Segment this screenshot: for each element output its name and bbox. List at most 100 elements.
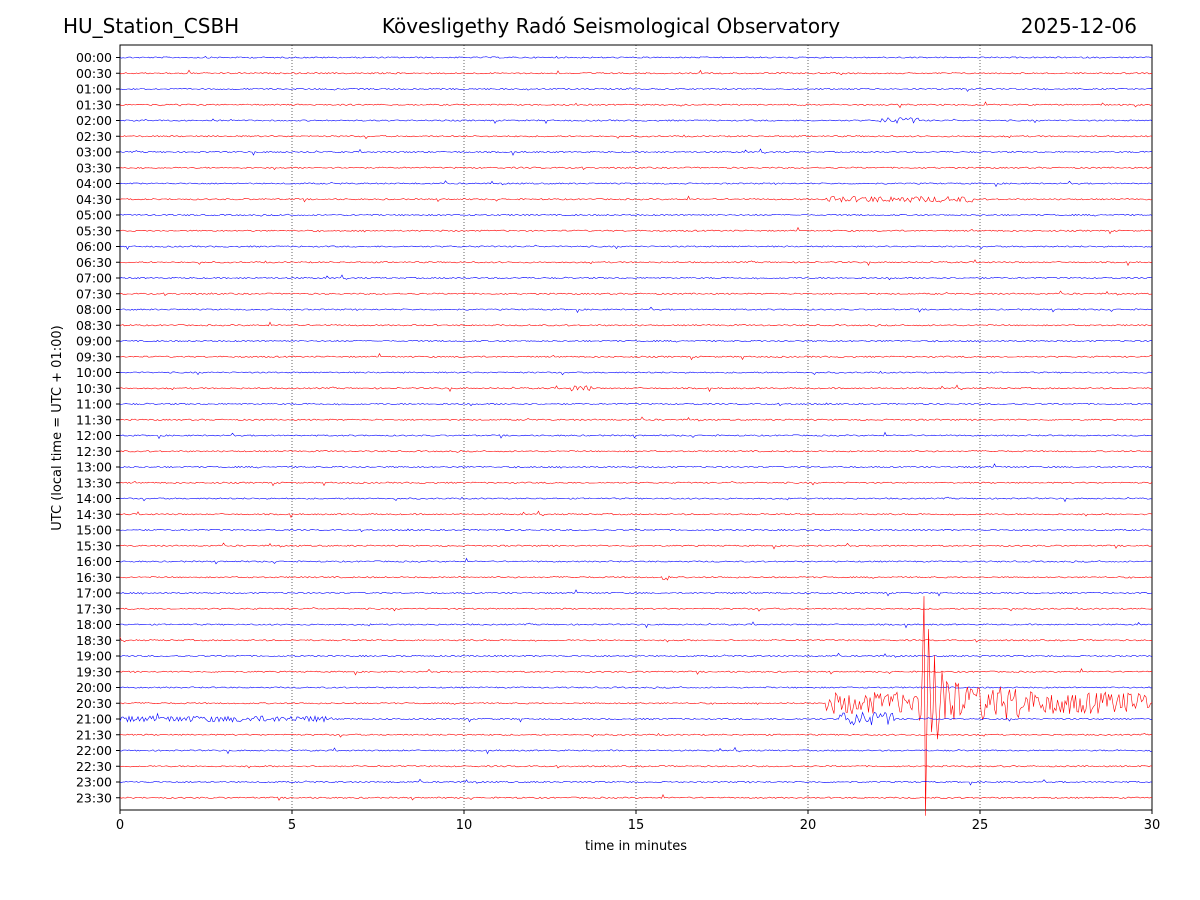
- y-tick-label: 11:00: [76, 397, 112, 412]
- x-axis-label: time in minutes: [585, 839, 687, 854]
- y-tick-label: 11:30: [76, 412, 112, 427]
- trace-1300: [119, 463, 1153, 469]
- trace-1900: [119, 652, 1153, 658]
- y-tick-label: 07:00: [76, 271, 112, 286]
- trace-2200: [119, 746, 1153, 755]
- y-tick-label: 05:30: [76, 223, 112, 238]
- y-tick-label: 10:00: [76, 365, 112, 380]
- x-tick-label: 5: [288, 818, 296, 833]
- y-tick-label: 22:30: [76, 759, 112, 774]
- x-tick-label: 25: [972, 818, 989, 833]
- y-tick-label: 07:30: [76, 286, 112, 301]
- trace-0900: [119, 339, 1153, 343]
- x-tick-label: 10: [456, 818, 473, 833]
- trace-0800: [119, 306, 1153, 314]
- y-tick-label: 17:30: [76, 601, 112, 616]
- y-tick-label: 16:00: [76, 554, 112, 569]
- trace-0030: [119, 69, 1153, 76]
- x-tick-label: 30: [1144, 818, 1161, 833]
- trace-1830: [119, 637, 1153, 643]
- trace-1800: [119, 621, 1153, 629]
- trace-0130: [119, 101, 1153, 109]
- station-name: HU_Station_CSBH: [63, 14, 240, 38]
- y-tick-label: 12:30: [76, 444, 112, 459]
- trace-1330: [119, 480, 1153, 487]
- trace-0230: [119, 134, 1153, 140]
- trace-1000: [119, 370, 1153, 376]
- y-tick-label: 09:00: [76, 334, 112, 349]
- y-tick-label: 06:30: [76, 255, 112, 270]
- y-tick-label: 22:00: [76, 743, 112, 758]
- y-tick-label: 01:00: [76, 82, 112, 97]
- trace-0330: [119, 166, 1152, 170]
- observatory-title: Kövesligethy Radó Seismological Observat…: [381, 14, 841, 38]
- y-tick-label: 18:00: [76, 617, 112, 632]
- trace-0930: [119, 352, 1153, 361]
- y-tick-label: 08:30: [76, 318, 112, 333]
- y-tick-label: 15:00: [76, 523, 112, 538]
- trace-1100: [119, 402, 1153, 407]
- y-tick-label: 13:00: [76, 460, 112, 475]
- y-tick-label: 04:30: [76, 192, 112, 207]
- y-tick-label: 23:00: [76, 775, 112, 790]
- record-date: 2025-12-06: [1020, 14, 1137, 38]
- trace-2000: [119, 686, 1153, 690]
- y-tick-label: 21:00: [76, 712, 112, 727]
- trace-2300: [119, 778, 1153, 786]
- trace-1500: [119, 528, 1153, 533]
- y-tick-label: 02:00: [76, 113, 112, 128]
- trace-2130: [119, 733, 1153, 738]
- trace-1600: [119, 557, 1153, 565]
- trace-2230: [119, 764, 1153, 769]
- trace-2030: [119, 596, 1153, 816]
- y-tick-label: 19:00: [76, 649, 112, 664]
- y-tick-label: 21:30: [76, 727, 112, 742]
- y-tick-label: 02:30: [76, 129, 112, 144]
- trace-0000: [119, 55, 1153, 59]
- y-tick-label: 16:30: [76, 570, 112, 585]
- trace-1230: [119, 449, 1153, 453]
- trace-0200: [119, 117, 1153, 124]
- y-tick-label: 17:00: [76, 586, 112, 601]
- trace-2330: [119, 793, 1152, 801]
- y-axis-label: UTC (local time = UTC + 01:00): [50, 325, 65, 530]
- trace-0830: [119, 321, 1153, 327]
- y-tick-label: 06:00: [76, 239, 112, 254]
- trace-0430: [119, 195, 1153, 203]
- y-tick-label: 12:00: [76, 428, 112, 443]
- x-tick-label: 0: [116, 818, 124, 833]
- trace-1630: [119, 575, 1153, 581]
- y-tick-labels: 00:0000:3001:0001:3002:0002:3003:0003:30…: [76, 50, 120, 805]
- y-tick-label: 20:00: [76, 680, 112, 695]
- trace-0300: [119, 148, 1153, 156]
- trace-1130: [119, 416, 1153, 422]
- y-tick-label: 00:30: [76, 66, 112, 81]
- traces: [119, 55, 1153, 816]
- trace-0630: [119, 259, 1153, 267]
- y-tick-label: 13:30: [76, 475, 112, 490]
- trace-0100: [119, 87, 1153, 92]
- y-tick-label: 00:00: [76, 50, 112, 65]
- trace-1430: [119, 510, 1153, 519]
- trace-1200: [119, 431, 1153, 440]
- trace-0700: [119, 274, 1153, 281]
- trace-1930: [119, 667, 1153, 676]
- y-tick-label: 03:30: [76, 160, 112, 175]
- y-tick-label: 15:30: [76, 538, 112, 553]
- y-tick-label: 04:00: [76, 176, 112, 191]
- y-tick-label: 19:30: [76, 664, 112, 679]
- trace-1730: [119, 606, 1153, 612]
- trace-0400: [119, 180, 1153, 188]
- trace-1700: [119, 589, 1153, 597]
- trace-1400: [119, 496, 1153, 503]
- y-tick-label: 01:30: [76, 97, 112, 112]
- x-tick-labels: 0 5 10 15 20 25 30: [116, 810, 1160, 833]
- trace-2100: [119, 711, 1153, 726]
- trace-0500: [119, 213, 1153, 217]
- trace-0530: [119, 226, 1153, 235]
- trace-0600: [119, 244, 1153, 250]
- y-tick-label: 08:00: [76, 302, 112, 317]
- trace-1030: [119, 384, 1152, 393]
- y-tick-label: 09:30: [76, 349, 112, 364]
